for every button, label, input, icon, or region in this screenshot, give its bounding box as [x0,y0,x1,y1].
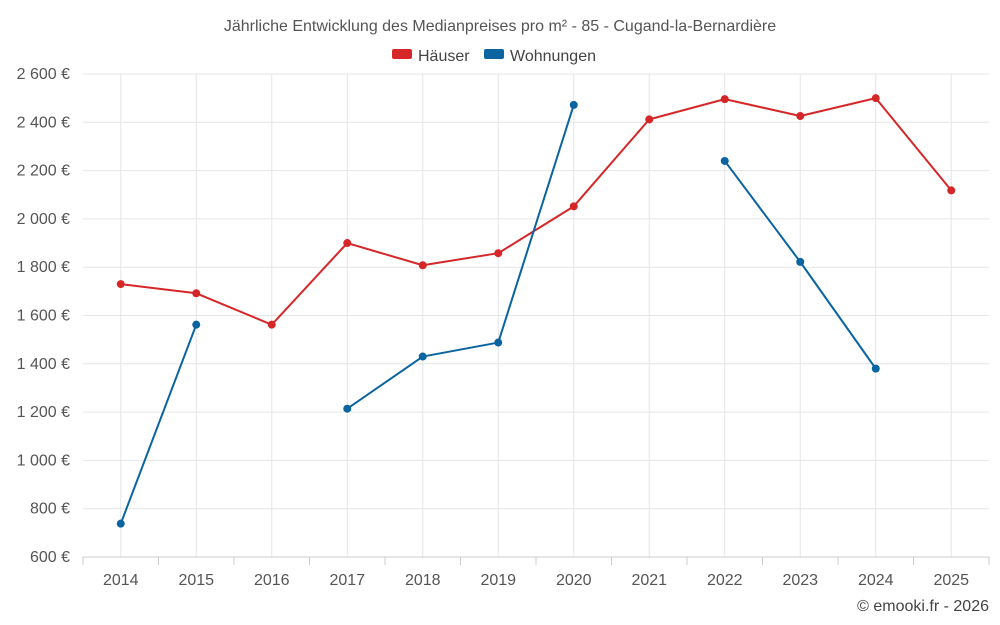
series-line [346,104,575,410]
grid [83,73,989,558]
data-point[interactable] [418,261,427,270]
data-point[interactable] [720,95,729,104]
y-tick-label: 1 600 € [17,308,70,325]
x-tick-label: 2021 [631,572,667,589]
data-point[interactable] [116,519,125,528]
series [116,94,956,528]
y-tick-label: 600 € [30,549,70,566]
data-point[interactable] [796,257,805,266]
y-tick-label: 800 € [30,501,70,518]
x-tick-label: 2017 [329,572,365,589]
x-tick-label: 2022 [707,572,743,589]
data-point[interactable] [796,112,805,121]
data-point[interactable] [720,156,729,165]
y-tick-label: 2 400 € [17,114,70,131]
data-point[interactable] [569,202,578,211]
credit-text: © emooki.fr - 2026 [857,598,989,615]
data-point[interactable] [494,249,503,258]
legend-swatch-haeuser [392,49,412,59]
legend[interactable]: Häuser Wohnungen [392,48,596,65]
data-point[interactable] [418,352,427,361]
legend-item-haeuser[interactable]: Häuser [392,48,470,65]
data-point[interactable] [871,364,880,373]
data-point[interactable] [192,320,201,329]
legend-item-wohnungen[interactable]: Wohnungen [484,48,596,65]
series-haeuser [116,94,956,329]
legend-swatch-wohnungen [484,49,504,59]
series-line [120,97,953,326]
data-point[interactable] [267,320,276,329]
x-tick-label: 2023 [782,572,818,589]
data-point[interactable] [947,186,956,195]
x-tick-label: 2025 [933,572,969,589]
legend-label-wohnungen: Wohnungen [510,48,596,65]
data-point[interactable] [116,280,125,289]
x-tick-label: 2018 [405,572,441,589]
legend-label-haeuser: Häuser [418,48,470,65]
x-tick-label: 2014 [103,572,139,589]
data-point[interactable] [192,289,201,298]
axes: 600 € 800 € 1 000 € 1 200 € 1 400 € 1 600 € 1 … [17,66,990,589]
x-tick-label: 2019 [480,572,516,589]
y-tick-label: 1 400 € [17,356,70,373]
y-tick-label: 1 800 € [17,259,70,276]
x-tick-label: 2020 [556,572,592,589]
y-tick-label: 2 600 € [17,66,70,83]
y-tick-label: 2 000 € [17,211,70,228]
data-point[interactable] [343,404,352,413]
data-point[interactable] [645,115,654,124]
data-point[interactable] [569,100,578,109]
y-tick-label: 1 200 € [17,404,70,421]
series-line [119,324,198,525]
x-tick-label: 2016 [254,572,290,589]
x-tick-label: 2015 [178,572,214,589]
series-wohnungen [116,100,880,528]
y-tick-label: 2 200 € [17,163,70,180]
chart-title: Jährliche Entwicklung des Medianpreises … [224,18,776,35]
data-point[interactable] [494,338,503,347]
data-point[interactable] [871,94,880,103]
x-tick-label: 2024 [858,572,894,589]
y-tick-label: 1 000 € [17,452,70,469]
data-point[interactable] [343,239,352,248]
